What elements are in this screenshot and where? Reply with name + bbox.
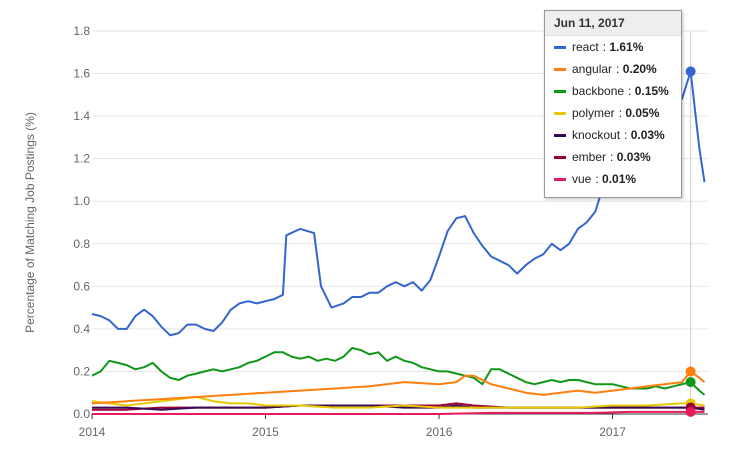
tooltip-row-backbone: backbone: 0.15%	[545, 80, 681, 102]
tooltip-series-value: 0.15%	[634, 84, 669, 98]
hover-point-angular	[685, 366, 696, 377]
tooltip-series-value: 0.20%	[622, 62, 657, 76]
legend-swatch	[554, 45, 566, 49]
legend-swatch	[554, 177, 566, 181]
series-line-angular	[91, 370, 706, 405]
y-tick-label: 1.6	[73, 67, 90, 81]
tooltip-date: Jun 11, 2017	[545, 11, 681, 36]
hover-point-react	[685, 66, 696, 77]
tooltip-row-polymer: polymer: 0.05%	[545, 102, 681, 124]
tooltip-row-react: react: 1.61%	[545, 36, 681, 58]
y-tick-label: 0.8	[73, 237, 90, 251]
legend-swatch	[554, 111, 566, 115]
y-tick-label: 1.4	[73, 109, 90, 123]
tooltip-series-name: vue	[572, 172, 592, 186]
tooltip-series-name: angular	[572, 62, 613, 76]
tooltip-series-name: polymer	[572, 106, 615, 120]
y-tick-label: 0.6	[73, 279, 90, 293]
tooltip-series-value: 1.61%	[609, 40, 644, 54]
legend-swatch	[554, 67, 566, 71]
tooltip-series-name: knockout	[572, 128, 621, 142]
series-line-vue	[92, 410, 705, 415]
tooltip-series-value: 0.01%	[602, 172, 637, 186]
tooltip-row-vue: vue: 0.01%	[545, 168, 681, 190]
y-tick-label: 1.2	[73, 152, 90, 166]
legend-swatch	[554, 89, 566, 93]
x-tick-label: 2014	[79, 425, 106, 439]
tooltip-series-name: react	[572, 40, 599, 54]
series-line-backbone	[91, 347, 706, 396]
tooltip-row-angular: angular: 0.20%	[545, 58, 681, 80]
tooltip-series-value: 0.05%	[625, 106, 660, 120]
y-tick-label: 1.0	[73, 194, 90, 208]
x-tick-label: 2016	[426, 425, 453, 439]
x-tick-label: 2017	[599, 425, 626, 439]
series-line-polymer	[91, 396, 705, 409]
legend-swatch	[554, 155, 566, 159]
y-axis-title: Percentage of Matching Job Postings (%)	[23, 112, 37, 333]
tooltip-row-ember: ember: 0.03%	[545, 146, 681, 168]
x-tick-label: 2015	[252, 425, 279, 439]
tooltip-series-name: backbone	[572, 84, 625, 98]
tooltip-series-value: 0.03%	[630, 128, 665, 142]
y-tick-label: 0.4	[73, 322, 90, 336]
y-tick-label: 0.0	[73, 407, 90, 421]
y-tick-label: 0.2	[73, 364, 90, 378]
tooltip-series-name: ember	[572, 150, 607, 164]
tooltip-series-value: 0.03%	[616, 150, 651, 164]
y-tick-label: 1.8	[73, 24, 90, 38]
legend-swatch	[554, 133, 566, 137]
hover-point-vue	[685, 406, 696, 417]
tooltip-row-knockout: knockout: 0.03%	[545, 124, 681, 146]
hover-tooltip: Jun 11, 2017 react: 1.61% angular: 0.20%…	[544, 10, 682, 198]
hover-point-backbone	[685, 377, 696, 388]
